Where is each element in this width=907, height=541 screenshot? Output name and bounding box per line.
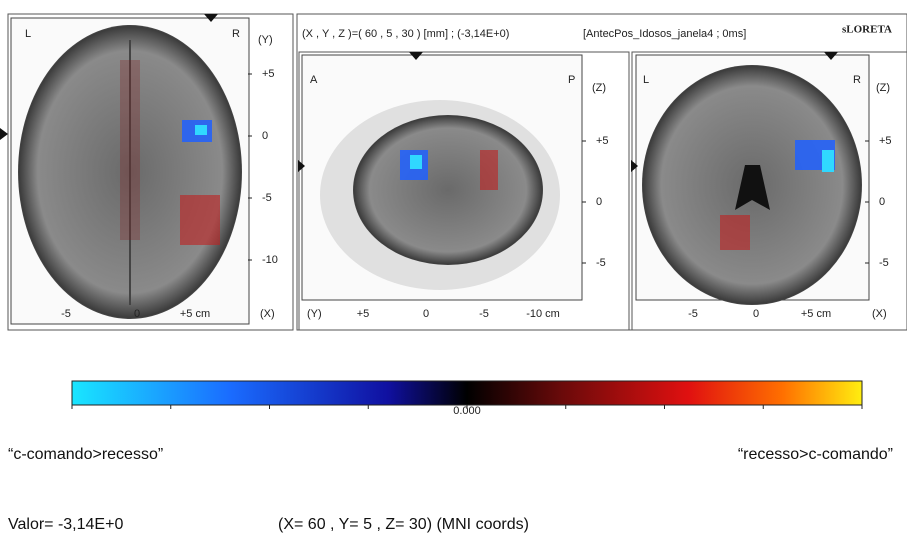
marker <box>204 14 218 22</box>
marker <box>824 52 838 60</box>
y-tick-label: -5 <box>262 192 272 204</box>
axial-frame <box>7 13 294 331</box>
blob-cyan <box>822 150 834 172</box>
legend-right: “recesso>c-comando” <box>738 446 893 463</box>
legend-left: “c-comando>recesso” <box>8 446 163 463</box>
orient-label: P <box>568 74 575 86</box>
marker <box>298 160 305 172</box>
marker <box>0 128 8 140</box>
x-tick-label: 0 <box>134 308 140 320</box>
header-file: [AntecPos_Idosos_janela4 ; 0ms] <box>583 28 746 40</box>
orient-label: R <box>853 74 861 86</box>
colorbar-label: 0.000 <box>453 405 481 417</box>
y-tick-label: +5 <box>879 135 892 147</box>
blob-red <box>720 215 750 250</box>
footer-coords: (X= 60 , Y= 5 , Z= 30) (MNI coords) <box>278 516 529 533</box>
marker <box>631 160 638 172</box>
axis-label: (Z) <box>592 82 606 94</box>
y-tick-label: -5 <box>879 257 889 269</box>
y-tick-label: -5 <box>596 257 606 269</box>
marker <box>409 52 423 60</box>
colorbar <box>71 380 863 406</box>
x-tick-label: 0 <box>753 308 759 320</box>
x-tick-label: 0 <box>423 308 429 320</box>
axis-label: (X) <box>260 308 275 320</box>
blob-red <box>180 195 220 245</box>
axis-label: (Y) <box>258 34 273 46</box>
blob-cyan <box>410 155 422 169</box>
x-tick-label: -10 cm <box>526 308 560 320</box>
y-tick-label: 0 <box>879 196 885 208</box>
y-tick-label: 0 <box>596 196 602 208</box>
blob-cyan <box>195 125 207 135</box>
blob-red <box>120 60 140 240</box>
brand: sLORETA <box>842 24 892 36</box>
axis-label: (Y) <box>307 308 322 320</box>
orient-label: L <box>643 74 649 86</box>
blob-red <box>480 150 498 190</box>
orient-label: L <box>25 28 31 40</box>
orient-label: R <box>232 28 240 40</box>
y-tick-label: +5 <box>262 68 275 80</box>
x-tick-label: +5 <box>357 308 370 320</box>
y-tick-label: -10 <box>262 254 278 266</box>
y-tick-label: 0 <box>262 130 268 142</box>
orient-label: A <box>310 74 318 86</box>
coronal-frame <box>631 51 907 331</box>
sagittal-frame <box>298 51 630 331</box>
x-tick-label: -5 <box>61 308 71 320</box>
header-coords: (X , Y , Z )=( 60 , 5 , 30 ) [mm] ; (-3,… <box>302 28 509 40</box>
x-tick-label: -5 <box>688 308 698 320</box>
y-tick-label: +5 <box>596 135 609 147</box>
footer-value: Valor= -3,14E+0 <box>8 516 123 533</box>
ventricles <box>735 165 770 210</box>
x-tick-label: -5 <box>479 308 489 320</box>
x-tick-label: +5 cm <box>801 308 831 320</box>
axis-label: (Z) <box>876 82 890 94</box>
x-tick-label: +5 cm <box>180 308 210 320</box>
sagittal-brain <box>353 115 543 265</box>
axis-label: (X) <box>872 308 887 320</box>
